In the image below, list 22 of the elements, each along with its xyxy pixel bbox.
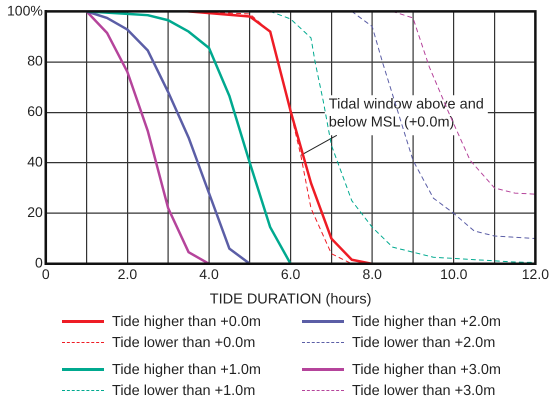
legend-label: Tide higher than +2.0m [352,314,501,330]
legend-label: Tide higher than +0.0m [112,314,261,330]
legend-label: Tide higher than +1.0m [112,362,261,378]
x-tick-label: 8.0 [362,266,382,282]
legend-label: Tide lower than +2.0m [352,334,496,350]
legend-label: Tide higher than +3.0m [352,362,501,378]
y-tick-label: 40 [27,154,44,170]
legend-label: Tide lower than +1.0m [112,382,256,398]
y-tick-label: 0 [35,254,44,271]
y-tick-label: 60 [27,103,44,120]
x-tick-label: 10.0 [440,266,468,282]
legend-label: Tide lower than +3.0m [352,382,496,398]
y-tick-label: 20 [27,204,44,220]
y-tick-label: 100% [6,2,43,18]
x-tick-label: 12.0 [522,266,550,282]
x-tick-label: 2.0 [118,266,138,282]
legend-label: Tide lower than +0.0m [112,334,256,350]
x-tick-label: 6.0 [280,266,301,282]
y-tick-label: 80 [27,52,44,69]
x-axis-title: TIDE DURATION (hours) [210,291,372,308]
annotation: Tidal window above and below MSL (+0.0m) [328,96,484,131]
x-tick-label: 4.0 [199,266,219,282]
